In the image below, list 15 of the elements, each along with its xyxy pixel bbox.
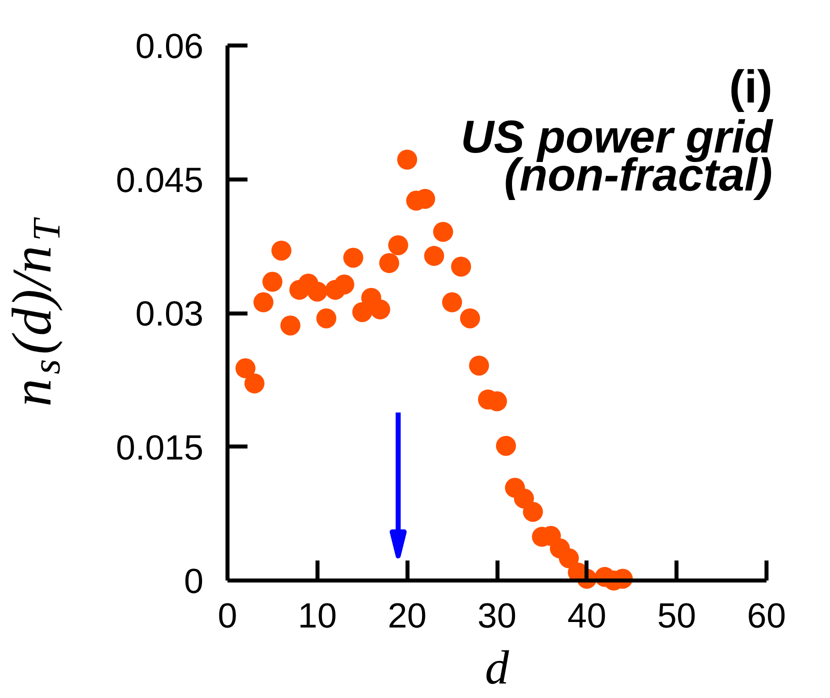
x-tick-label: 40 [567, 596, 606, 636]
x-tick-label: 10 [298, 596, 337, 636]
y-tick-label: 0 [184, 562, 204, 601]
x-tick-label: 60 [747, 596, 786, 636]
y-tick-label: 0.015 [116, 428, 204, 468]
annotation: (i) [729, 60, 773, 112]
x-tick-label: 30 [478, 596, 516, 636]
y-tick-label: 0.045 [116, 160, 204, 200]
y-tick-label: 0.06 [135, 27, 204, 66]
y-tick-label: 0.03 [135, 294, 204, 334]
x-axis-title: d [485, 642, 510, 694]
x-tick-label: 20 [388, 596, 427, 636]
x-tick-label: 0 [218, 596, 238, 636]
x-tick-label: 50 [657, 596, 696, 636]
y-axis-title: ns(d)/nT [2, 217, 69, 407]
